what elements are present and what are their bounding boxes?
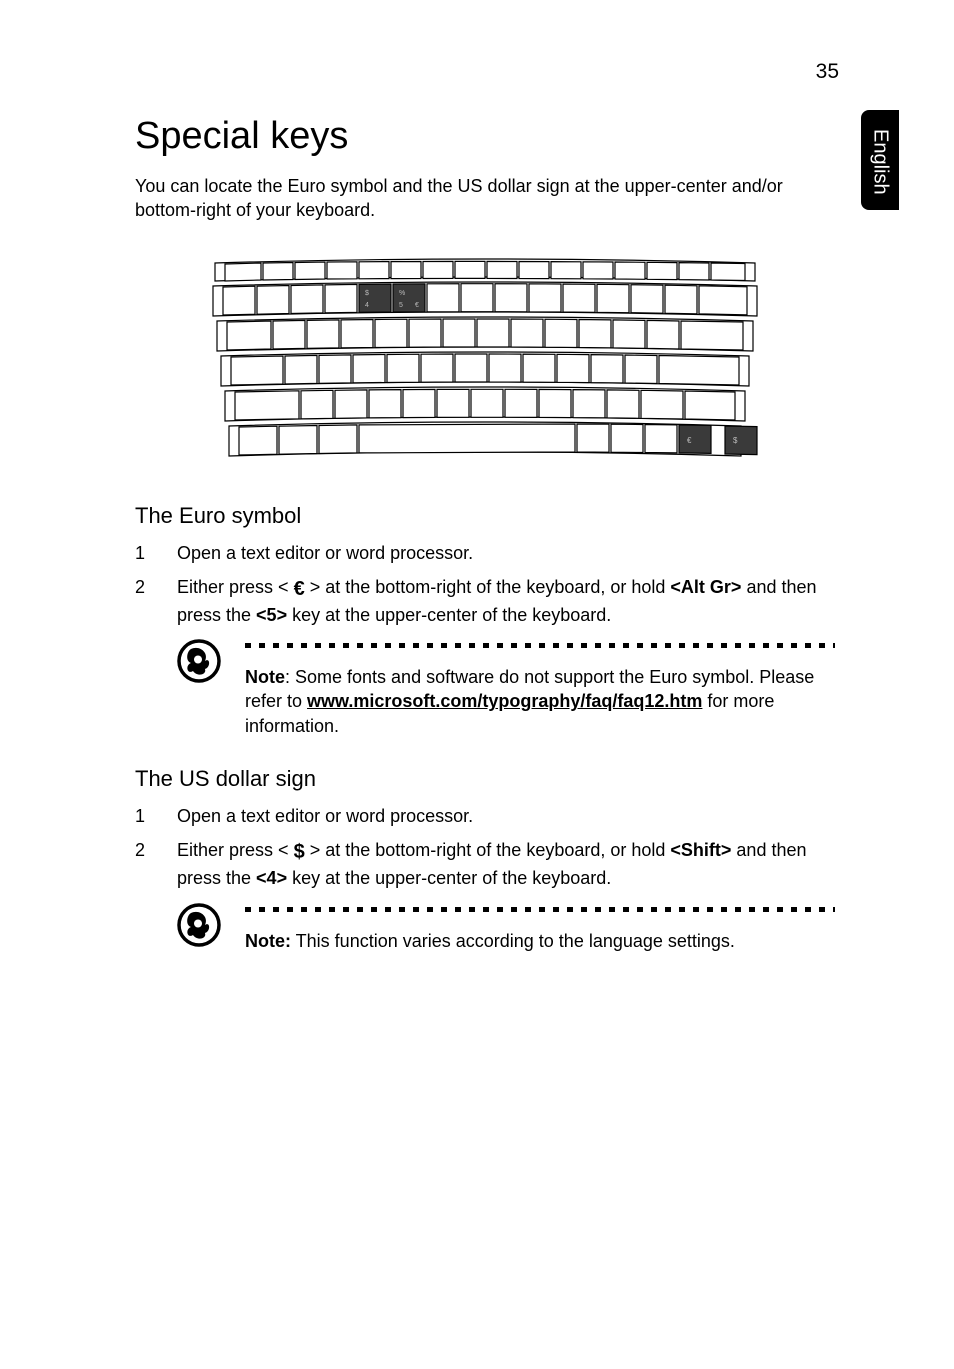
list-item: 1 Open a text editor or word processor. [135,804,835,828]
svg-text:5: 5 [399,302,403,309]
euro-note: Note: Some fonts and software do not sup… [177,641,835,738]
keyboard-illustration: $ 4 % 5 € [135,253,835,463]
divider-dots [245,905,835,913]
list-item: 2 Either press < $ > at the bottom-right… [135,838,835,890]
euro-steps: 1 Open a text editor or word processor. … [135,541,835,628]
text-fragment: key at the upper-center of the keyboard. [287,605,611,625]
text-fragment: This function varies according to the la… [291,931,735,951]
step-text: Either press < $ > at the bottom-right o… [177,838,835,890]
divider-dots [245,641,835,649]
step-number: 1 [135,541,177,565]
intro-paragraph: You can locate the Euro symbol and the U… [135,174,835,223]
language-tab: English [861,110,899,210]
page-title: Special keys [135,115,835,158]
note-label: Note: [245,931,291,951]
note-label: Note [245,667,285,687]
text-fragment: > at the bottom-right of the keyboard, o… [305,577,671,597]
text-fragment: > at the bottom-right of the keyboard, o… [305,840,671,860]
svg-text:4: 4 [365,302,369,309]
list-item: 1 Open a text editor or word processor. [135,541,835,565]
euro-glyph-icon: € [294,578,305,600]
svg-text:%: % [399,290,405,297]
step-number: 2 [135,575,177,627]
svg-text:€: € [687,436,692,445]
dollar-steps: 1 Open a text editor or word processor. … [135,804,835,891]
note-text: Note: Some fonts and software do not sup… [245,665,835,738]
step-number: 1 [135,804,177,828]
dollar-heading: The US dollar sign [135,766,835,792]
step-text: Open a text editor or word processor. [177,804,835,828]
page-content: Special keys You can locate the Euro sym… [135,115,835,981]
dollar-note: Note: This function varies according to … [177,905,835,953]
note-text: Note: This function varies according to … [245,929,835,953]
step-text: Open a text editor or word processor. [177,541,835,565]
note-icon [177,903,221,947]
text-fragment: Either press < [177,577,294,597]
svg-text:$: $ [365,290,369,297]
dollar-glyph-icon: $ [294,841,305,863]
step-number: 2 [135,838,177,890]
svg-text:$: $ [733,436,738,445]
text-fragment: Either press < [177,840,294,860]
list-item: 2 Either press < € > at the bottom-right… [135,575,835,627]
euro-heading: The Euro symbol [135,503,835,529]
key-label: <Alt Gr> [670,577,741,597]
key-label: <5> [256,605,287,625]
step-text: Either press < € > at the bottom-right o… [177,575,835,627]
note-body: Note: Some fonts and software do not sup… [245,641,835,738]
svg-text:€: € [415,302,419,309]
note-icon [177,639,221,683]
page-number: 35 [816,60,839,84]
key-label: <Shift> [670,840,731,860]
key-label: <4> [256,868,287,888]
note-body: Note: This function varies according to … [245,905,835,953]
note-link[interactable]: www.microsoft.com/typography/faq/faq12.h… [307,691,702,711]
text-fragment: key at the upper-center of the keyboard. [287,868,611,888]
